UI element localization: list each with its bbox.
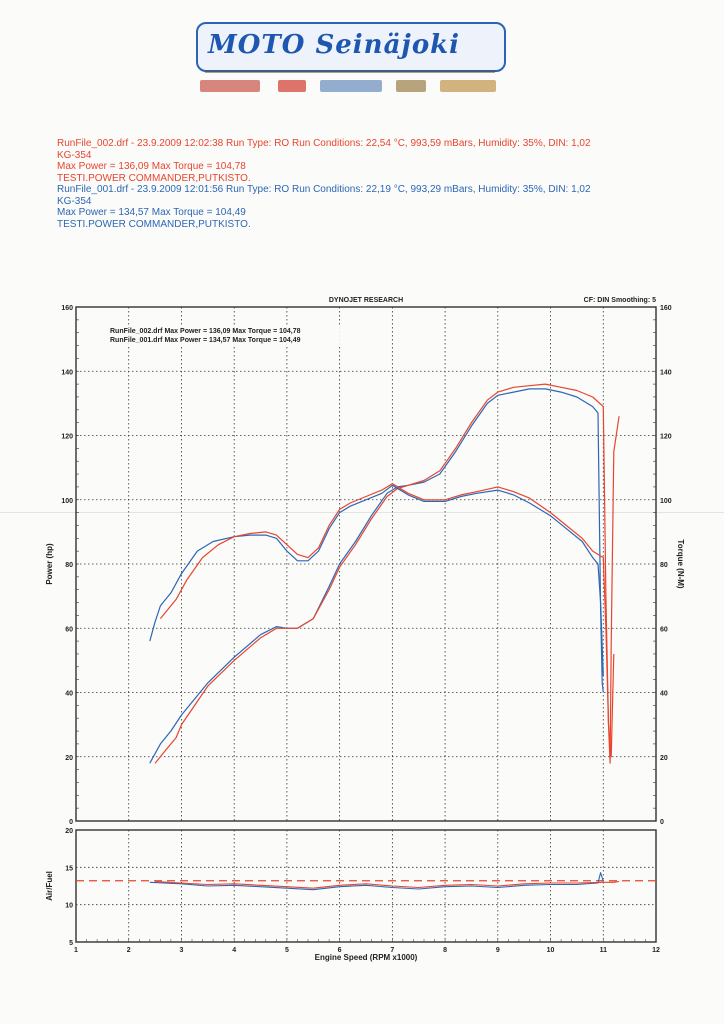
af-y-tick-label: 10	[65, 903, 73, 910]
run-info-line: Max Power = 136,09 Max Torque = 104,78	[57, 161, 246, 172]
af-y-tick-label: 5	[69, 940, 73, 947]
shop-address-strip	[205, 70, 495, 73]
run-info-002: RunFile_002.drf - 23.9.2009 12:02:38 Run…	[57, 138, 591, 184]
y-tick-label: 40	[65, 691, 73, 698]
y-tick-label: 100	[61, 498, 73, 505]
run-info-line: KG-354	[57, 149, 92, 161]
power-chart-ticks: 0 20 40 60 80 100 120 140 160 0 20 40 60 80 100 120 140 1…	[61, 305, 671, 826]
x-tick-label: 6	[338, 947, 342, 954]
run-info-line: KG-354	[57, 195, 92, 207]
power-chart-grid	[75, 306, 657, 822]
x-tick-label: 12	[652, 947, 660, 954]
brand-logo-5	[440, 80, 496, 92]
x-tick-label: 9	[496, 947, 500, 954]
torque-line-2	[149, 484, 604, 677]
x-tick-label: 1	[74, 947, 78, 954]
af-chart-frame	[75, 829, 657, 943]
chart-corner-note: CF: DIN Smoothing: 5	[584, 297, 656, 304]
af-chart-series	[149, 872, 620, 891]
x-tick-label: 11	[600, 947, 608, 954]
y-tick-label: 140	[61, 369, 73, 376]
power-line-0	[149, 388, 604, 764]
x-tick-label: 3	[180, 947, 184, 954]
x-tick-label: 8	[443, 947, 447, 954]
y2-tick-label: 40	[660, 691, 668, 698]
brand-logo-4	[396, 80, 426, 92]
x-axis-label: Engine Speed (RPM x1000)	[315, 953, 418, 962]
y2-tick-label: 0	[660, 819, 664, 826]
y-tick-label: 0	[69, 819, 73, 826]
y2-tick-label: 20	[660, 755, 668, 762]
af-line-1	[155, 880, 620, 889]
x-tick-label: 7	[390, 947, 394, 954]
x-tick-label: 10	[547, 947, 555, 954]
y-tick-label: 80	[65, 562, 73, 569]
run-info-line: TESTI.POWER COMMANDER,PUTKISTO.	[57, 172, 251, 184]
chart-title: DYNOJET RESEARCH	[329, 297, 403, 304]
x-tick-label: 2	[127, 947, 131, 954]
y2-tick-label: 100	[660, 498, 672, 505]
logo-text: MOTO Seinäjoki	[208, 30, 461, 60]
run-info-line: TESTI.POWER COMMANDER,PUTKISTO.	[57, 218, 251, 230]
run-info-line: RunFile_002.drf - 23.9.2009 12:02:38 Run…	[57, 138, 591, 149]
y-tick-label: 120	[61, 434, 73, 441]
run-info-line: RunFile_001.drf - 23.9.2009 12:01:56 Run…	[57, 184, 591, 195]
brand-logos	[200, 80, 496, 94]
y2-tick-label: 120	[660, 434, 672, 441]
y-tick-label: 20	[65, 755, 73, 762]
af-y-tick-label: 15	[65, 865, 73, 872]
brand-logo-2	[278, 80, 306, 92]
y2-axis-label: Torque (N-M)	[676, 539, 685, 589]
torque-line-3	[159, 483, 615, 758]
brand-logo-1	[200, 80, 260, 92]
x-tick-label: 5	[285, 947, 289, 954]
y2-tick-label: 140	[660, 369, 672, 376]
af-line-0	[149, 872, 604, 891]
af-y-axis-label: Air/Fuel	[45, 871, 54, 901]
brand-logo-3	[320, 80, 382, 92]
run-info-line: Max Power = 134,57 Max Torque = 104,49	[57, 207, 246, 218]
legend-entry-002: RunFile_002.drf Max Power = 136,09 Max T…	[110, 328, 301, 335]
run-info-001: RunFile_001.drf - 23.9.2009 12:01:56 Run…	[57, 184, 591, 230]
legend-entry-001: RunFile_001.drf Max Power = 134,57 Max T…	[110, 337, 301, 344]
y2-tick-label: 160	[660, 305, 672, 312]
x-tick-label: 4	[232, 947, 236, 954]
y-tick-label: 60	[65, 626, 73, 633]
shop-logo: MOTO Seinäjoki	[196, 22, 506, 72]
paper-fold	[0, 512, 724, 513]
power-chart-series	[149, 383, 620, 764]
y-axis-label: Power (hp)	[45, 543, 54, 585]
af-y-tick-label: 20	[65, 828, 73, 835]
power-line-1	[154, 383, 620, 764]
af-chart-grid	[75, 829, 657, 943]
y-tick-label: 160	[61, 305, 73, 312]
y2-tick-label: 60	[660, 626, 668, 633]
legend-box	[108, 325, 368, 345]
y2-tick-label: 80	[660, 562, 668, 569]
